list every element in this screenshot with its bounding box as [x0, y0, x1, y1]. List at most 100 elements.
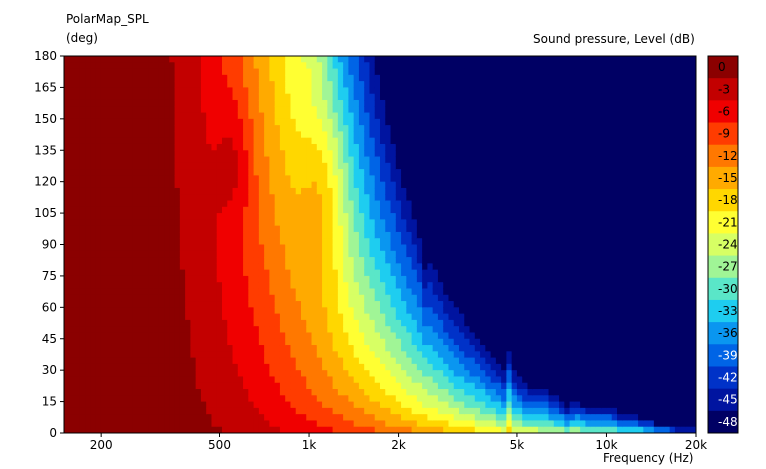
heatmap-cell [216, 106, 223, 114]
heatmap-cell [416, 137, 423, 145]
heatmap-cell [148, 257, 155, 264]
heatmap-cell [332, 68, 339, 76]
heatmap-cell [374, 407, 381, 415]
heatmap-cell [459, 181, 465, 189]
heatmap-cell [464, 56, 471, 63]
heatmap-cell [337, 187, 344, 195]
heatmap-cell [443, 332, 450, 340]
heatmap-cell [406, 389, 413, 396]
heatmap-cell [237, 263, 244, 271]
heatmap-cell [116, 181, 123, 189]
heatmap-cell [227, 231, 234, 239]
heatmap-cell [437, 420, 444, 428]
heatmap-cell [200, 62, 207, 70]
heatmap-cell [322, 187, 328, 195]
heatmap-cell [258, 345, 265, 352]
heatmap-cell [137, 376, 144, 384]
heatmap-cell [290, 351, 297, 359]
heatmap-cell [253, 407, 260, 415]
heatmap-cell [116, 200, 123, 208]
heatmap-cell [406, 301, 413, 308]
heatmap-cell [79, 395, 86, 403]
heatmap-cell [79, 225, 86, 233]
heatmap-cell [158, 389, 165, 396]
heatmap-cell [279, 319, 286, 327]
heatmap-cell [174, 62, 181, 70]
heatmap-cell [269, 131, 276, 139]
heatmap-cell [111, 401, 118, 409]
heatmap-cell [85, 87, 91, 95]
heatmap-cell [485, 169, 492, 176]
heatmap-cell [258, 301, 265, 308]
heatmap-cell [380, 407, 386, 415]
heatmap-cell [480, 288, 486, 296]
heatmap-cell [195, 68, 202, 76]
heatmap-cell [216, 326, 223, 334]
heatmap-cell [337, 294, 344, 302]
heatmap-cell [137, 363, 144, 371]
heatmap-cell [490, 125, 497, 132]
heatmap-cell [432, 294, 439, 302]
heatmap-cell [401, 338, 407, 346]
heatmap-cell [190, 175, 197, 183]
heatmap-cell [390, 294, 397, 302]
heatmap-cell [311, 81, 318, 89]
heatmap-cell [374, 282, 381, 290]
heatmap-cell [301, 231, 307, 239]
heatmap-cell [332, 175, 339, 183]
heatmap-cell [95, 275, 102, 283]
heatmap-cell [390, 87, 397, 95]
heatmap-cell [369, 263, 376, 271]
heatmap-cell [269, 338, 276, 346]
heatmap-cell [237, 370, 244, 378]
heatmap-cell [311, 137, 318, 145]
heatmap-cell [316, 131, 323, 139]
heatmap-cell [174, 370, 181, 378]
heatmap-cell [437, 156, 444, 164]
heatmap-cell [148, 376, 155, 384]
heatmap-cell [132, 301, 139, 308]
heatmap-cell [69, 269, 76, 277]
heatmap-cell [432, 363, 439, 371]
heatmap-cell [243, 231, 249, 239]
heatmap-cell [380, 175, 386, 183]
heatmap-cell [495, 156, 502, 164]
heatmap-cell [290, 275, 297, 283]
heatmap-cell [337, 307, 344, 315]
heatmap-cell [179, 357, 186, 365]
heatmap-cell [169, 131, 176, 139]
heatmap-cell [153, 414, 160, 422]
heatmap-cell [337, 363, 344, 371]
heatmap-cell [353, 370, 360, 378]
heatmap-cell [227, 112, 234, 120]
heatmap-cell [495, 250, 502, 258]
heatmap-cell [306, 74, 313, 82]
heatmap-cell [285, 269, 292, 277]
heatmap-cell [295, 250, 302, 258]
heatmap-cell [459, 319, 465, 327]
heatmap-cell [422, 426, 428, 433]
heatmap-cell [232, 106, 239, 114]
heatmap-cell [459, 326, 465, 334]
heatmap-cell [469, 169, 476, 176]
heatmap-cell [337, 137, 344, 145]
heatmap-cell [380, 194, 386, 202]
heatmap-cell [237, 326, 244, 334]
heatmap-cell [274, 395, 281, 403]
heatmap-cell [443, 376, 450, 384]
heatmap-cell [490, 150, 497, 158]
heatmap-cell [306, 200, 313, 208]
heatmap-cell [232, 250, 239, 258]
heatmap-cell [227, 301, 234, 308]
heatmap-cell [95, 187, 102, 195]
heatmap-cell [390, 162, 397, 170]
heatmap-cell [453, 81, 460, 89]
heatmap-cell [100, 382, 107, 390]
heatmap-cell [374, 231, 381, 239]
heatmap-cell [185, 93, 191, 101]
heatmap-cell [353, 225, 360, 233]
heatmap-cell [480, 99, 486, 107]
heatmap-cell [364, 99, 371, 107]
heatmap-cell [353, 206, 360, 214]
heatmap-cell [121, 294, 128, 302]
